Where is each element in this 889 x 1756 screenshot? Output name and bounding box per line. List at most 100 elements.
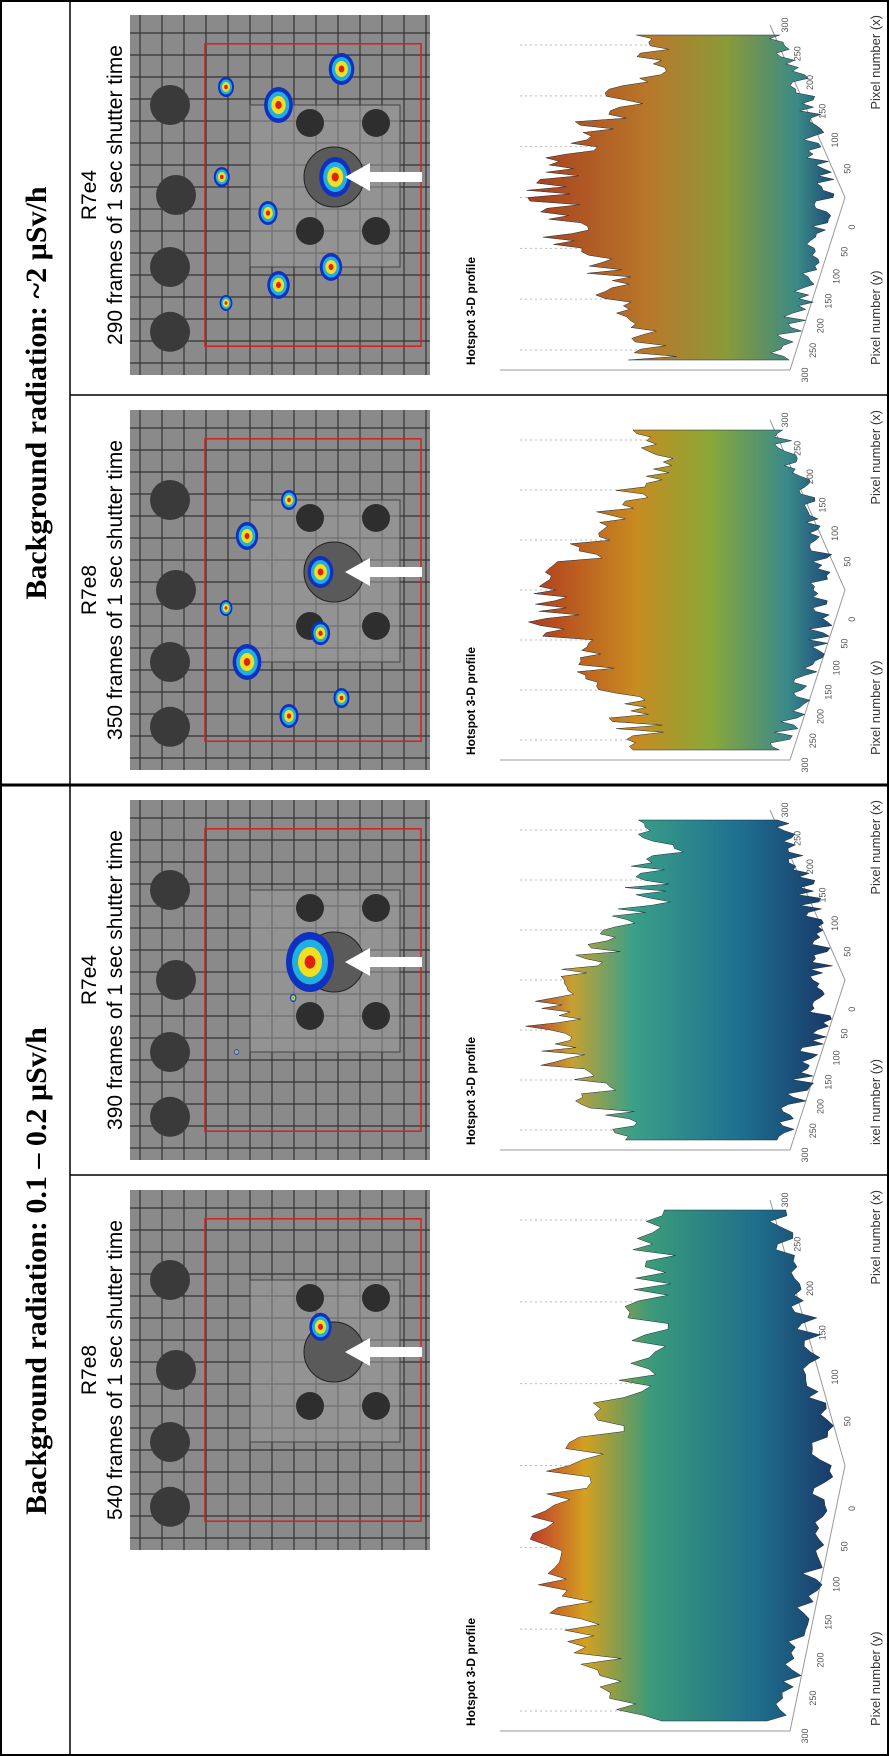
disk xyxy=(156,1350,196,1390)
hotspot xyxy=(287,498,291,502)
y-tick-label: 300 xyxy=(800,1147,810,1162)
disk xyxy=(362,1284,390,1312)
x-tick-label: 150 xyxy=(818,497,828,512)
x-tick-label: 50 xyxy=(843,1416,853,1426)
panel-name: R7e4 xyxy=(78,955,101,1006)
hotspot xyxy=(266,210,270,215)
y-tick-label: 100 xyxy=(831,269,841,284)
x-axis-label: Pixel number (x) xyxy=(868,15,883,110)
y-tick-label: 0 xyxy=(847,617,857,622)
x-tick-label: 300 xyxy=(780,802,790,817)
y-tick-label: 0 xyxy=(847,225,857,230)
y-tick-label: 300 xyxy=(800,367,810,382)
y-tick-label: 150 xyxy=(824,1075,834,1090)
hotspot xyxy=(332,173,339,182)
disk xyxy=(156,960,196,1000)
disk xyxy=(150,870,190,910)
y-tick-label: 250 xyxy=(808,343,818,358)
y-axis-label: ixel number (y) xyxy=(868,1059,883,1145)
x-tick-label: 100 xyxy=(830,916,840,931)
y-tick-label: 50 xyxy=(839,1541,849,1551)
plot-title: Hotspot 3-D profile xyxy=(464,1618,478,1726)
y-tick-label: 200 xyxy=(816,709,826,724)
x-tick-label: 100 xyxy=(830,1369,840,1384)
y-tick-label: 200 xyxy=(816,1099,826,1114)
y-tick-label: 100 xyxy=(831,660,841,675)
plot-title: Hotspot 3-D profile xyxy=(464,257,478,365)
panel: R7e8540 frames of 1 sec shutter timeHots… xyxy=(78,1190,883,1744)
hotspot xyxy=(318,568,324,575)
y-tick-label: 150 xyxy=(824,294,834,309)
y-tick-label: 50 xyxy=(839,1029,849,1039)
x-tick-label: 200 xyxy=(805,469,815,484)
hotspot xyxy=(318,631,322,636)
disk xyxy=(150,707,190,747)
y-tick-label: 200 xyxy=(816,318,826,333)
group-header: Background radiation: ~2 µSv/h xyxy=(20,186,53,600)
x-tick-label: 150 xyxy=(818,1325,828,1340)
panel-frames: 390 frames of 1 sec shutter time xyxy=(104,830,127,1130)
figure: Background radiation: 0.1 – 0.2 µSv/h Bac… xyxy=(0,0,889,1756)
y-tick-label: 250 xyxy=(808,1123,818,1138)
hotspot xyxy=(236,1051,237,1052)
disk xyxy=(362,612,390,640)
surface xyxy=(525,820,832,1140)
panel-frames: 290 frames of 1 sec shutter time xyxy=(104,45,127,345)
x-tick-label: 300 xyxy=(780,1192,790,1207)
x-axis-label: Pixel number (x) xyxy=(868,800,883,895)
group-header: Background radiation: 0.1 – 0.2 µSv/h xyxy=(20,1027,53,1515)
disk xyxy=(296,109,324,137)
disk xyxy=(150,247,190,287)
disk xyxy=(296,217,324,245)
hotspot xyxy=(225,606,228,610)
x-tick-label: 100 xyxy=(830,132,840,147)
disk xyxy=(362,504,390,532)
surface xyxy=(530,1210,833,1721)
disk xyxy=(150,480,190,520)
y-tick-label: 0 xyxy=(847,1007,857,1012)
y-axis-label: Pixel number (y) xyxy=(868,1631,883,1726)
x-tick-label: 250 xyxy=(793,831,803,846)
disk xyxy=(150,1260,190,1300)
disk xyxy=(296,894,324,922)
x-tick-label: 250 xyxy=(793,46,803,61)
hotspot xyxy=(244,658,250,666)
y-tick-label: 100 xyxy=(831,1577,841,1592)
panel-frames: 350 frames of 1 sec shutter time xyxy=(104,440,127,740)
disk xyxy=(156,570,196,610)
disk xyxy=(150,312,190,352)
disk xyxy=(362,894,390,922)
disk xyxy=(362,1002,390,1030)
panel-name: R7e8 xyxy=(78,565,101,615)
disk xyxy=(296,504,324,532)
x-tick-label: 100 xyxy=(830,526,840,541)
disk xyxy=(156,175,196,215)
hotspot xyxy=(225,301,228,305)
disk xyxy=(362,1392,390,1420)
x-tick-label: 200 xyxy=(805,859,815,874)
hotspot xyxy=(305,955,316,968)
y-axis-label: Pixel number (y) xyxy=(868,660,883,755)
x-tick-label: 150 xyxy=(818,887,828,902)
disk xyxy=(150,642,190,682)
plot-title: Hotspot 3-D profile xyxy=(464,1037,478,1145)
x-tick-label: 150 xyxy=(818,104,828,119)
y-axis-label: Pixel number (y) xyxy=(868,270,883,365)
disk xyxy=(150,1422,190,1462)
y-tick-label: 250 xyxy=(808,1691,818,1706)
figure-page: Background radiation: 0.1 – 0.2 µSv/h Bac… xyxy=(0,0,889,1756)
hotspot xyxy=(220,175,224,179)
disk xyxy=(150,85,190,125)
x-tick-label: 300 xyxy=(780,412,790,427)
surface xyxy=(527,35,835,360)
disk xyxy=(296,1392,324,1420)
y-tick-label: 150 xyxy=(824,1615,834,1630)
hotspot xyxy=(244,533,249,539)
hotspot xyxy=(328,264,333,270)
hotspot xyxy=(224,85,228,89)
y-tick-label: 50 xyxy=(839,639,849,649)
x-tick-label: 50 xyxy=(843,164,853,174)
y-tick-label: 100 xyxy=(831,1050,841,1065)
